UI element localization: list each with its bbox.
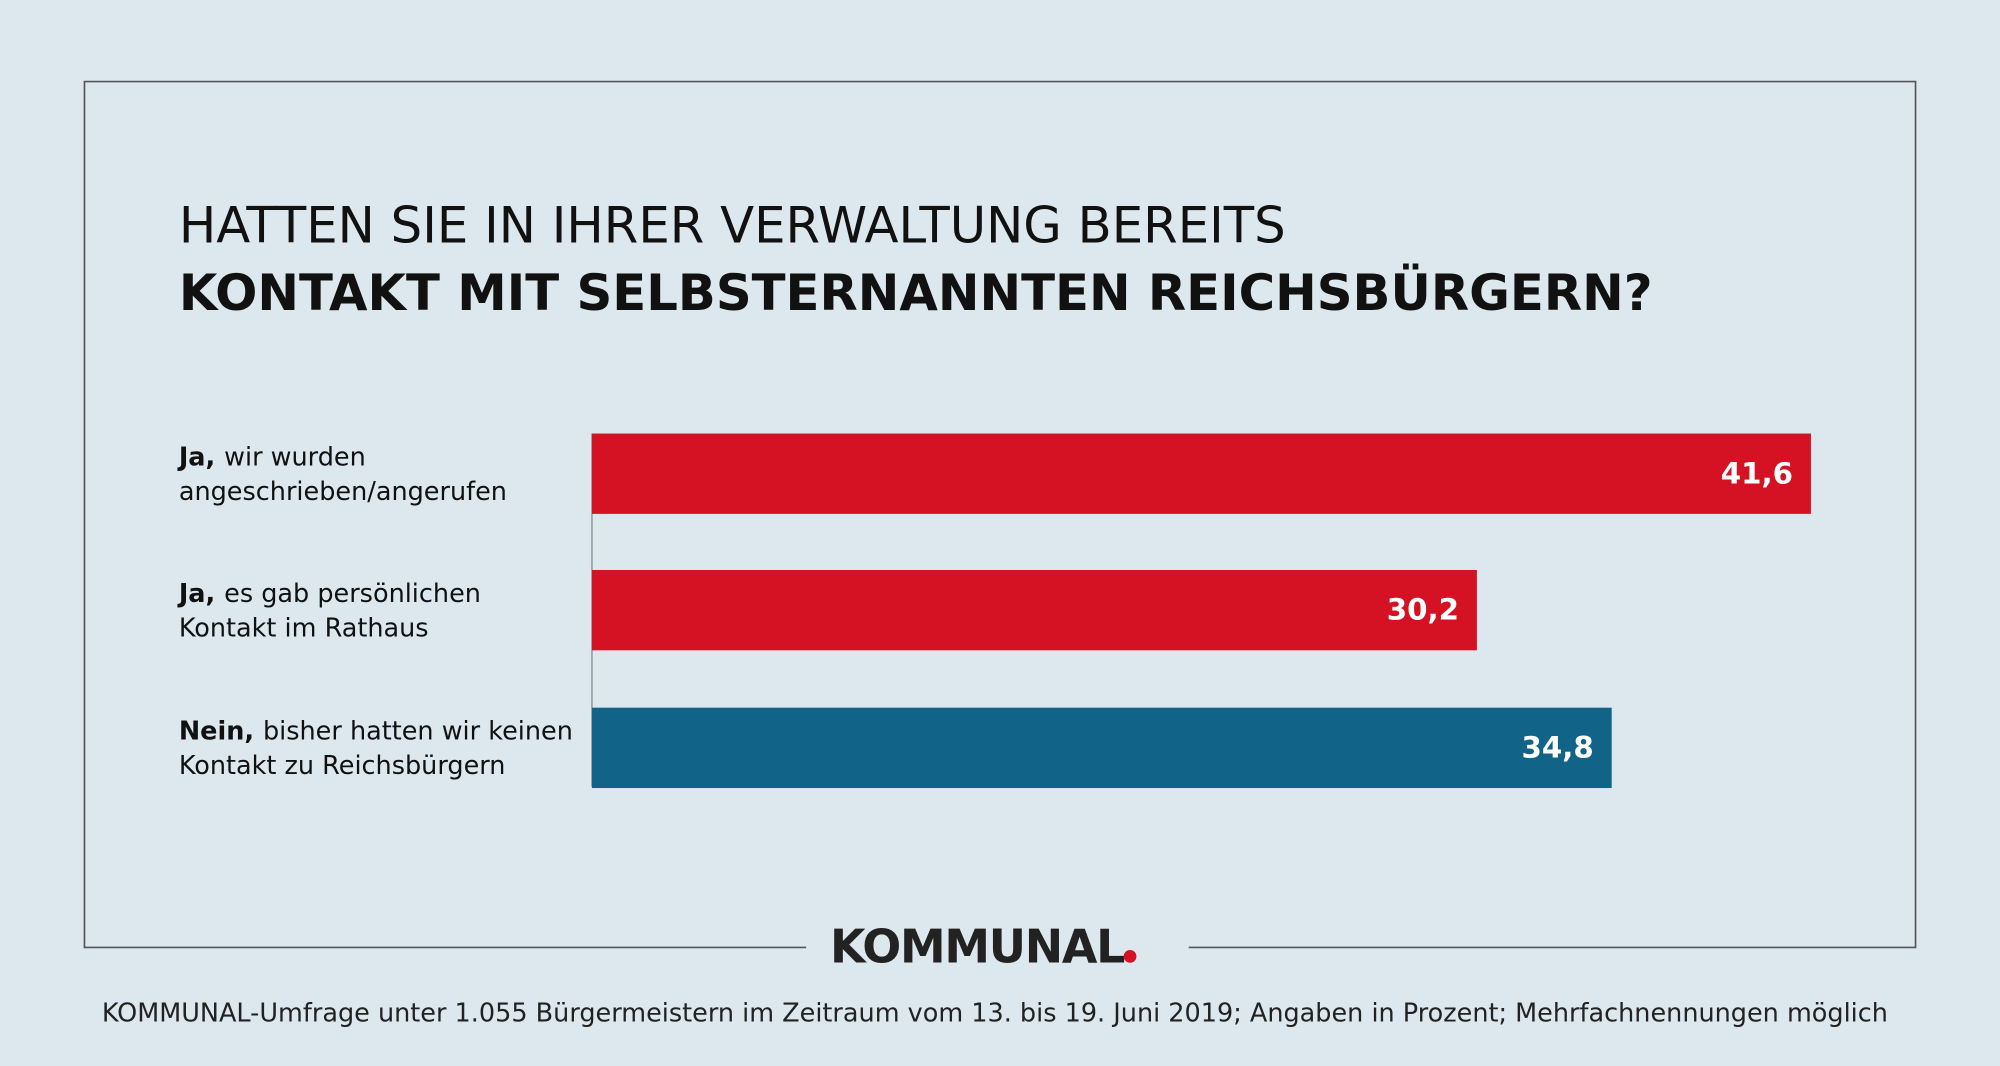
category-label: Ja, es gab persönlichen: [177, 579, 481, 609]
category-label-line2: Kontakt zu Reichsbürgern: [179, 751, 506, 781]
chart-title: HATTEN SIE IN IHRER VERWALTUNG BEREITS: [179, 196, 1286, 254]
category-label: Ja, wir wurden: [177, 442, 366, 472]
brand-dot: [1123, 949, 1137, 963]
category-label: Nein, bisher hatten wir keinen: [179, 717, 573, 747]
category-text: bisher hatten wir keinen: [263, 717, 573, 747]
value-label: 41,6: [1721, 456, 1793, 490]
category-text: wir wurden: [224, 442, 366, 472]
footnote: KOMMUNAL-Umfrage unter 1.055 Bürgermeist…: [102, 998, 1888, 1028]
category-label-line2: Kontakt im Rathaus: [179, 613, 429, 643]
bar: [591, 707, 1612, 789]
bar: [591, 433, 1811, 514]
frame: [83, 80, 1917, 949]
category-label-line2: angeschrieben/angerufen: [179, 477, 507, 507]
bar: [591, 569, 1477, 651]
value-label: 30,2: [1387, 593, 1459, 627]
category-text: es gab persönlichen: [224, 579, 481, 609]
category-lead: Ja,: [177, 579, 215, 609]
brand-logo: KOMMUNAL: [830, 920, 1124, 974]
category-lead: Nein,: [179, 717, 254, 747]
chart-subtitle: KONTAKT MIT SELBSTERNANNTEN REICHSBÜRGER…: [179, 263, 1653, 322]
value-label: 34,8: [1522, 730, 1594, 764]
category-lead: Ja,: [177, 442, 215, 472]
